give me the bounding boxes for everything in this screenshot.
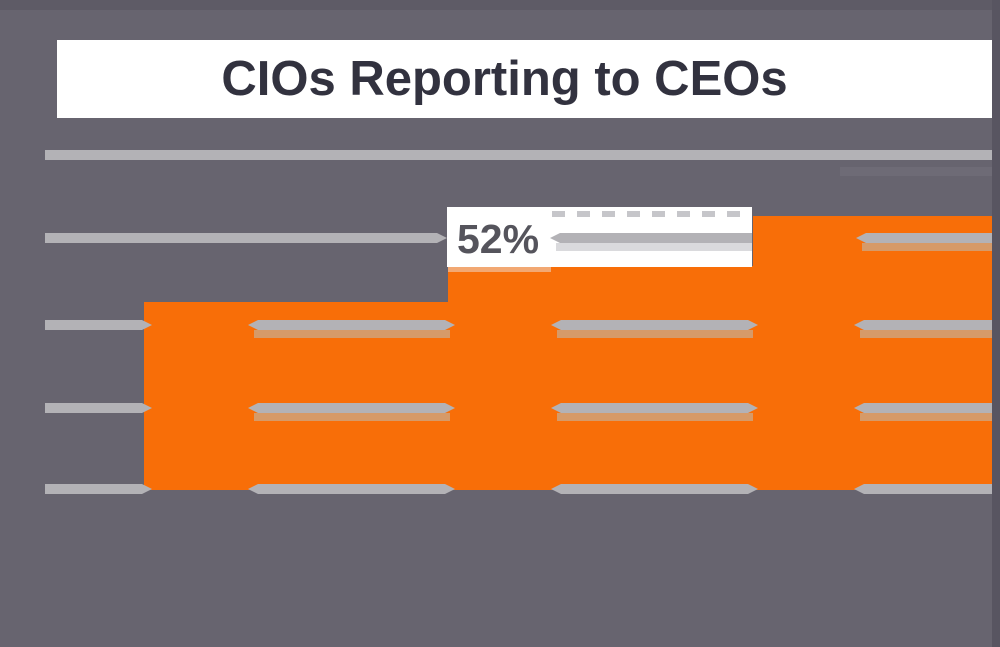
- gridline-segment: [45, 320, 152, 330]
- label-box-shadow: [448, 267, 551, 272]
- gridline-segment: [551, 484, 758, 494]
- gridline-shadow: [557, 330, 753, 338]
- gridline-shadow: [862, 243, 992, 251]
- gridline-segment: [854, 320, 992, 330]
- gridline-segment: [248, 320, 455, 330]
- gridline-segment: [856, 233, 992, 243]
- gridline-top-reflection: [840, 167, 992, 176]
- gridline-segment: [45, 403, 152, 413]
- card-top-edge: [0, 0, 1000, 10]
- gridline-segment: [551, 403, 758, 413]
- card-right-edge: [992, 0, 1000, 647]
- gridline-shadow: [254, 413, 450, 421]
- gridline-segment: [45, 233, 447, 243]
- gridline-segment: [854, 403, 992, 413]
- gridline-segment: [551, 320, 758, 330]
- gridline-segment: [854, 484, 992, 494]
- dashed-decoration: [552, 211, 750, 217]
- gridline-shadow: [860, 413, 992, 421]
- bar-step-3: [753, 216, 992, 490]
- title-banner: CIOs Reporting to CEOs: [57, 40, 992, 118]
- bar-value-label: 52%: [457, 215, 540, 262]
- gridline-segment: [248, 484, 455, 494]
- gridline-shadow: [557, 413, 753, 421]
- gridline-segment: [550, 233, 752, 243]
- gridline-segment: [248, 403, 455, 413]
- gridline-shadow: [556, 243, 752, 251]
- chart-title: CIOs Reporting to CEOs: [221, 52, 788, 106]
- gridline-top: [45, 150, 992, 160]
- gridline-segment: [45, 484, 152, 494]
- gridline-shadow: [254, 330, 450, 338]
- gridline-shadow: [860, 330, 992, 338]
